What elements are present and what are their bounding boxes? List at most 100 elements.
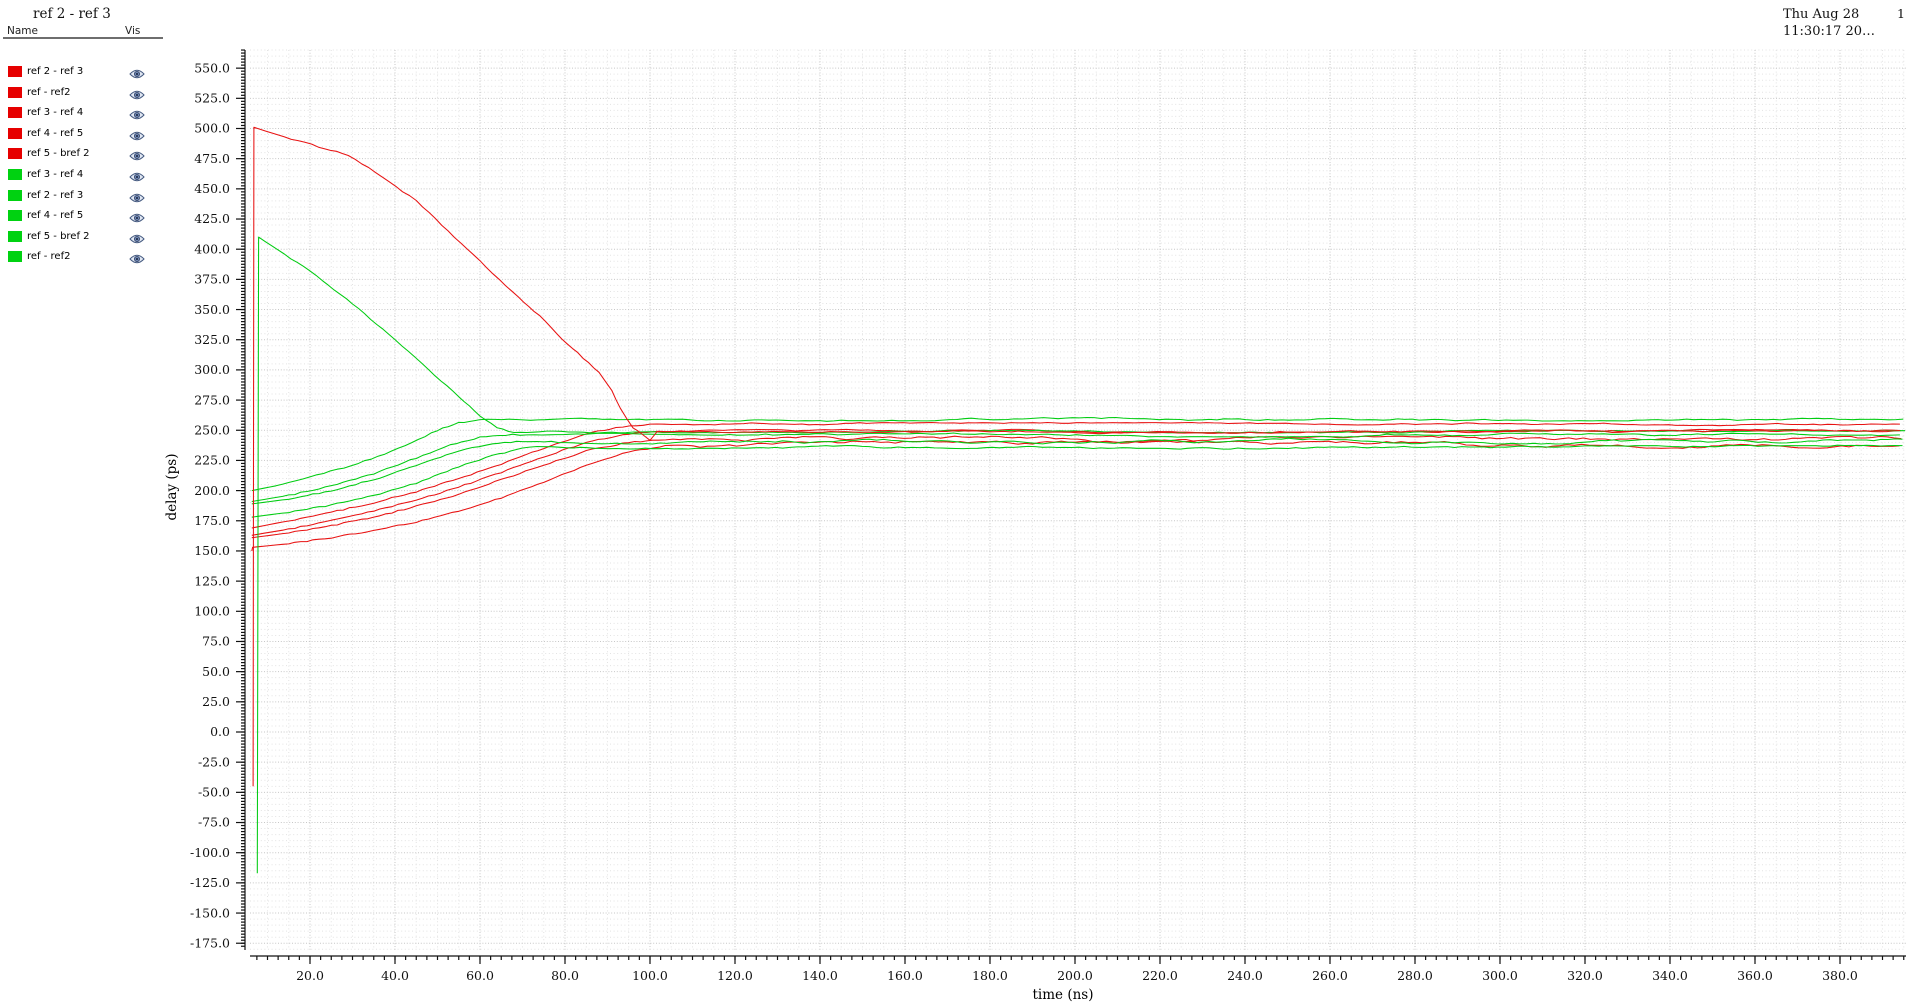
legend-item-label: ref - ref2 bbox=[27, 86, 71, 98]
y-tick-label: 275.0 bbox=[194, 392, 230, 407]
y-tick-label: 25.0 bbox=[202, 694, 230, 709]
series-color-swatch bbox=[8, 230, 22, 242]
y-tick-label: 550.0 bbox=[194, 60, 230, 75]
trace-red-ref2-ref3 bbox=[252, 126, 1900, 787]
legend-row[interactable]: ref 4 - ref 5 bbox=[0, 123, 180, 144]
y-tick-label: 350.0 bbox=[194, 302, 230, 317]
x-tick-label: 20.0 bbox=[296, 968, 324, 983]
legend-item-label: ref 2 - ref 3 bbox=[27, 66, 84, 77]
series-color-swatch bbox=[8, 210, 22, 222]
x-tick-label: 200.0 bbox=[1057, 968, 1093, 983]
x-tick-label: 40.0 bbox=[381, 968, 409, 983]
x-axis-label: time (ns) bbox=[1033, 987, 1094, 1003]
legend-row[interactable]: ref 5 - bref 2 bbox=[0, 143, 180, 164]
trace-lines bbox=[251, 126, 1905, 874]
trace-green-ref2-ref3 bbox=[251, 416, 1904, 492]
visibility-eye-icon[interactable] bbox=[129, 106, 145, 120]
x-tick-label: 80.0 bbox=[551, 968, 579, 983]
legend-item-label: ref 5 - bref 2 bbox=[27, 148, 90, 160]
series-color-swatch bbox=[8, 251, 22, 263]
y-tick-label: 125.0 bbox=[194, 573, 230, 588]
trace-green-ref-ref2 bbox=[251, 444, 1903, 518]
trace-red-ref-ref2 bbox=[251, 421, 1900, 529]
y-tick-label: 300.0 bbox=[194, 362, 230, 377]
legend-row[interactable]: ref 3 - ref 4 bbox=[0, 164, 180, 185]
series-color-swatch bbox=[8, 168, 22, 180]
y-tick-label: 525.0 bbox=[194, 91, 230, 106]
legend-row[interactable]: ref 2 - ref 3 bbox=[0, 185, 180, 206]
visibility-eye-icon[interactable] bbox=[129, 65, 145, 79]
visibility-eye-icon[interactable] bbox=[129, 230, 145, 243]
visibility-eye-icon[interactable] bbox=[129, 127, 145, 141]
x-tick-label: 140.0 bbox=[802, 968, 838, 983]
x-tick-label: 180.0 bbox=[972, 968, 1008, 983]
series-color-swatch bbox=[8, 127, 22, 139]
legend-list: ref 2 - ref 3 ref - ref2 ref 3 - ref 4 bbox=[0, 61, 180, 267]
legend-row[interactable]: ref - ref2 bbox=[0, 82, 180, 103]
legend-row[interactable]: ref - ref2 bbox=[0, 246, 180, 267]
y-tick-label: 375.0 bbox=[194, 272, 230, 287]
timestamp: Thu Aug 28 11:30:17 20… bbox=[1783, 6, 1875, 40]
y-tick-label: 75.0 bbox=[202, 634, 230, 649]
y-tick-label: 100.0 bbox=[194, 604, 230, 619]
x-tick-label: 300.0 bbox=[1482, 968, 1518, 983]
x-tick-label: 240.0 bbox=[1227, 968, 1263, 983]
x-tick-label: 60.0 bbox=[466, 968, 494, 983]
trace-red-ref4-ref5 bbox=[251, 435, 1902, 539]
x-tick-label: 220.0 bbox=[1142, 968, 1178, 983]
legend-row[interactable]: ref 2 - ref 3 bbox=[0, 61, 180, 82]
legend-item-label: ref 3 - ref 4 bbox=[27, 168, 84, 180]
y-tick-label: -175.0 bbox=[190, 935, 230, 950]
visibility-eye-icon[interactable] bbox=[129, 147, 145, 161]
x-tick-label: 120.0 bbox=[717, 968, 753, 983]
grid-major bbox=[250, 50, 1906, 950]
legend-name-column-header: Name bbox=[7, 25, 38, 37]
x-tick-label: 340.0 bbox=[1652, 968, 1688, 983]
y-axis-label: delay (ps) bbox=[164, 453, 180, 520]
legend-row[interactable]: ref 3 - ref 4 bbox=[0, 102, 180, 123]
x-tick-label: 360.0 bbox=[1737, 968, 1773, 983]
y-tick-label: 225.0 bbox=[194, 453, 230, 468]
y-tick-label: 325.0 bbox=[194, 332, 230, 347]
series-color-swatch bbox=[8, 189, 22, 201]
visibility-eye-icon[interactable] bbox=[129, 209, 145, 223]
grid-minor bbox=[250, 49, 1906, 950]
legend-row[interactable]: ref 5 - bref 2 bbox=[0, 226, 180, 247]
x-tick-label: 160.0 bbox=[887, 968, 923, 983]
y-tick-label: 50.0 bbox=[202, 664, 230, 679]
y-tick-label: -75.0 bbox=[198, 815, 230, 830]
y-tick-label: 200.0 bbox=[194, 483, 230, 498]
x-tick-label: 100.0 bbox=[632, 968, 668, 983]
y-tick-label: 500.0 bbox=[194, 121, 230, 136]
legend-row[interactable]: ref 4 - ref 5 bbox=[0, 205, 180, 226]
x-tick-label: 380.0 bbox=[1822, 968, 1858, 983]
y-tick-label: 400.0 bbox=[194, 241, 230, 256]
visibility-eye-icon[interactable] bbox=[129, 168, 145, 182]
y-tick-label: 0.0 bbox=[210, 724, 230, 739]
y-tick-label: 425.0 bbox=[194, 211, 230, 226]
visibility-eye-icon[interactable] bbox=[129, 189, 145, 202]
x-tick-label: 280.0 bbox=[1397, 968, 1433, 983]
trace-green-ref3-ref4 bbox=[256, 236, 1905, 874]
series-color-swatch bbox=[8, 66, 22, 77]
trace-green-ref5-bref2 bbox=[251, 437, 1903, 505]
legend-header-divider bbox=[3, 37, 163, 39]
y-tick-label: -50.0 bbox=[198, 785, 230, 800]
tick-labels: -175.0 -150.0 -125.0 -100.0 -75.0 -50.0 -25.0 0… bbox=[190, 60, 1858, 983]
x-tick-label: 320.0 bbox=[1567, 968, 1603, 983]
y-tick-label: 250.0 bbox=[194, 422, 230, 437]
trace-green-ref4-ref5 bbox=[251, 432, 1900, 503]
window-title: ref 2 - ref 3 bbox=[33, 6, 111, 22]
axes bbox=[236, 49, 1906, 964]
page-number: 1 bbox=[1897, 6, 1905, 21]
y-tick-label: -25.0 bbox=[198, 754, 230, 769]
visibility-eye-icon[interactable] bbox=[129, 250, 145, 264]
y-tick-label: -150.0 bbox=[190, 905, 230, 920]
y-tick-label: 175.0 bbox=[194, 513, 230, 528]
y-tick-label: 450.0 bbox=[194, 181, 230, 196]
series-color-swatch bbox=[8, 107, 22, 119]
trace-red-ref5-bref2 bbox=[251, 440, 1900, 552]
series-color-swatch bbox=[8, 148, 22, 160]
visibility-eye-icon[interactable] bbox=[129, 86, 145, 99]
